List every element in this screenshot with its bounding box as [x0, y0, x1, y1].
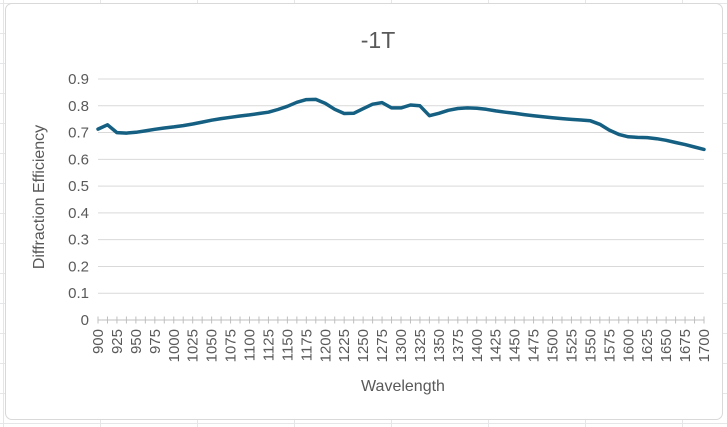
- x-tick-label: 1675: [677, 329, 694, 362]
- line-chart: 0 0.1 0.2 0.3 0.4 0.5 0.6 0.7 0.8 0.9 900 925 950 975…: [31, 27, 713, 395]
- x-tick-label: 1150: [279, 329, 296, 361]
- x-tick-label: 1125: [260, 329, 277, 361]
- x-tick-label: 1600: [620, 329, 637, 362]
- y-tick-label: 0.7: [68, 125, 89, 142]
- x-tick-label: 1050: [204, 329, 221, 362]
- x-tick-label: 950: [128, 329, 145, 354]
- x-tick-label: 1525: [563, 329, 580, 362]
- y-tick-label: 0.8: [68, 98, 89, 115]
- y-tick-label: 0.2: [68, 258, 89, 275]
- y-tick-label: 0.5: [68, 178, 89, 195]
- x-tick-label: 1000: [166, 329, 183, 362]
- x-tick-label: 1575: [601, 329, 618, 362]
- x-tick-label: 1075: [223, 329, 240, 362]
- x-tick-label: 1175: [298, 329, 315, 361]
- chart-object[interactable]: 0 0.1 0.2 0.3 0.4 0.5 0.6 0.7 0.8 0.9 900 925 950 975…: [5, 3, 723, 420]
- y-tick-label: 0.1: [68, 285, 89, 302]
- x-tick-label: 1300: [393, 329, 410, 362]
- x-tick-label: 1375: [450, 329, 467, 362]
- x-tick-label: 1325: [412, 329, 429, 362]
- x-tick-label: 1700: [696, 329, 713, 362]
- x-tick-label: 1250: [355, 329, 372, 362]
- x-tick-label: 1400: [469, 329, 486, 362]
- y-tick-label: 0: [81, 312, 89, 329]
- x-tick-label: 1200: [317, 329, 334, 362]
- data-series-line: [96, 97, 706, 152]
- x-tick-label: 1350: [431, 329, 448, 362]
- x-tick-label: 975: [147, 329, 164, 354]
- x-axis-title: Wavelength: [361, 378, 445, 395]
- x-tick-label: 925: [109, 329, 126, 354]
- y-tick-label: 0.3: [68, 232, 89, 249]
- x-tick-label: 1650: [658, 329, 675, 362]
- y-tick-label: 0.4: [68, 205, 89, 222]
- gridlines: [98, 78, 704, 294]
- x-tick-label: 1225: [336, 329, 353, 362]
- x-tick-label: 1550: [582, 329, 599, 362]
- y-tick-label: 0.6: [68, 151, 89, 168]
- x-tick-label: 1500: [545, 329, 562, 362]
- axes: [97, 316, 705, 324]
- tick-labels: 0 0.1 0.2 0.3 0.4 0.5 0.6 0.7 0.8 0.9 900 925 950 975…: [68, 71, 713, 362]
- x-tick-label: 1100: [242, 329, 259, 361]
- x-tick-label: 1425: [488, 329, 505, 362]
- y-tick-label: 0.9: [68, 71, 89, 88]
- chart-title: -1T: [361, 27, 396, 53]
- x-tick-label: 1025: [185, 329, 202, 362]
- x-tick-label: 1475: [526, 329, 543, 362]
- x-tick-label: 1625: [639, 329, 656, 362]
- y-axis-title: Diffraction Efficiency: [31, 125, 48, 269]
- series-group: [96, 97, 706, 152]
- x-tick-label: 1275: [374, 329, 391, 362]
- x-tick-label: 900: [90, 329, 107, 354]
- x-tick-label: 1450: [507, 329, 524, 362]
